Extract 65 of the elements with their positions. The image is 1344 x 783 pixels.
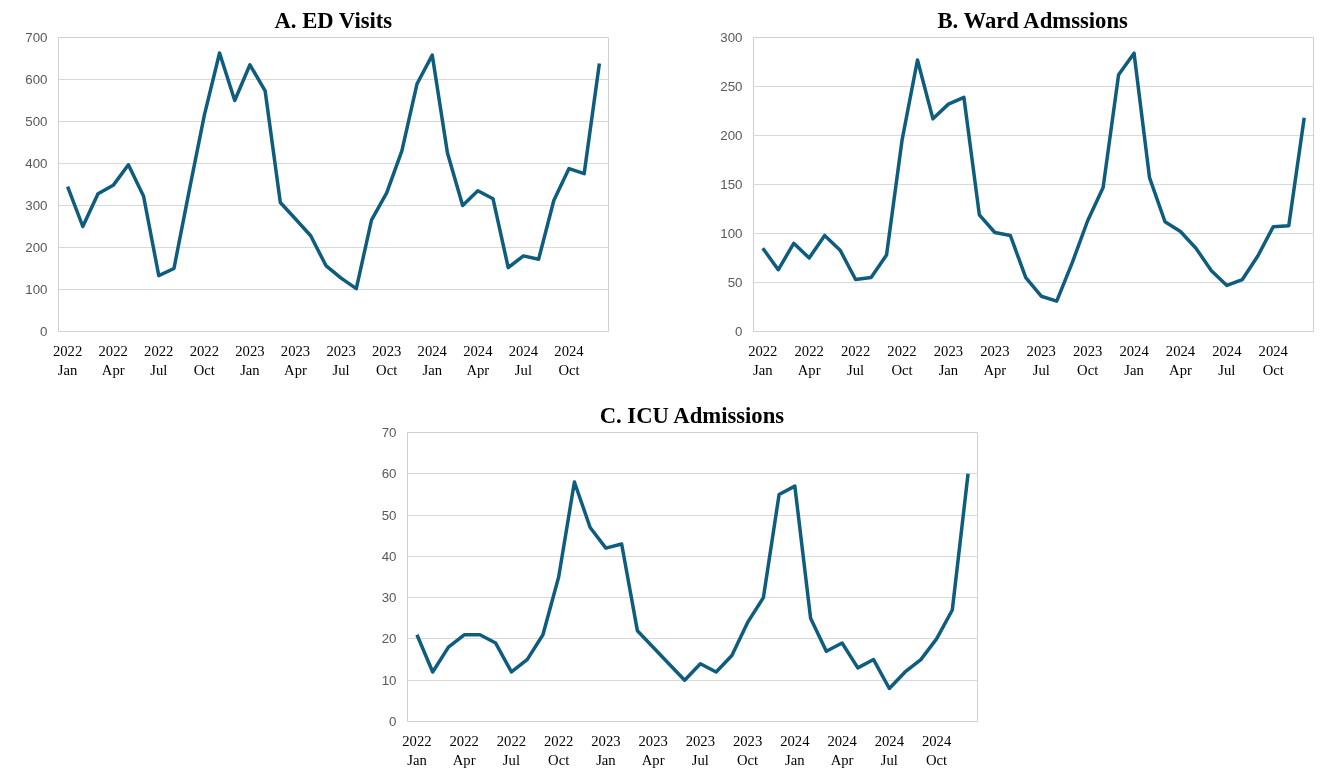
y-tick-label: 60 <box>381 466 397 482</box>
y-tick-label: 300 <box>25 198 48 213</box>
x-tick-label: 2024 Jan <box>417 342 448 378</box>
x-tick-label: 2023 Jan <box>933 342 964 378</box>
y-tick-label: 0 <box>735 324 743 339</box>
y-tick-label: 70 <box>381 425 397 440</box>
y-tick-label: 150 <box>720 177 743 192</box>
x-tick-label: 2023 Jul <box>1026 342 1056 378</box>
y-tick-label: 400 <box>25 156 48 171</box>
x-tick-label: 2022 Jan <box>52 342 83 378</box>
x-tick-label: 2023 Jul <box>685 732 716 768</box>
x-tick-label: 2023 Apr <box>280 342 311 378</box>
x-tick-label: 2023 Apr <box>638 732 668 768</box>
y-tick-label: 10 <box>381 672 397 688</box>
x-tick-label: 2022 Jan <box>748 342 778 378</box>
x-tick-label: 2023 Oct <box>732 732 763 768</box>
x-tick-label: 2024 Jan <box>1119 342 1150 378</box>
x-tick-label: 2023 Oct <box>372 342 402 378</box>
y-tick-label: 0 <box>40 324 48 339</box>
chart-title: A. ED Visits <box>274 7 393 33</box>
y-tick-label: 50 <box>381 507 397 523</box>
y-tick-label: 300 <box>720 30 743 45</box>
x-tick-label: 2024 Apr <box>827 732 858 768</box>
y-tick-label: 250 <box>720 79 743 94</box>
chart-title: B. Ward Admssions <box>937 7 1129 33</box>
x-tick-label: 2024 Apr <box>463 342 494 378</box>
x-tick-label: 2024 Oct <box>921 732 952 768</box>
x-tick-label: 2022 Apr <box>794 342 824 378</box>
x-tick-label: 2024 Apr <box>1165 342 1196 378</box>
x-tick-label: 2024 Jan <box>780 732 811 768</box>
y-tick-label: 700 <box>25 30 48 45</box>
line-series <box>65 51 602 291</box>
x-tick-label: 2024 Oct <box>1258 342 1289 378</box>
x-tick-label: 2022 Oct <box>189 342 220 378</box>
y-tick-label: 50 <box>727 275 743 290</box>
x-tick-label: 2023 Oct <box>1072 342 1103 378</box>
y-tick-label: 500 <box>25 114 48 129</box>
x-tick-label: 2022 Jul <box>840 342 871 378</box>
chart-title: C. ICU Admissions <box>599 402 785 428</box>
x-tick-label: 2022 Jan <box>402 732 432 768</box>
x-tick-label: 2022 Jul <box>496 732 527 768</box>
x-tick-label: 2022 Apr <box>98 342 128 378</box>
x-tick-label: 2024 Jul <box>1212 342 1243 378</box>
line-series <box>415 472 970 691</box>
y-tick-label: 20 <box>381 631 397 647</box>
y-tick-label: 0 <box>389 714 397 729</box>
x-tick-label: 2023 Apr <box>980 342 1010 378</box>
line-series <box>761 51 1306 303</box>
x-tick-label: 2024 Jul <box>874 732 905 768</box>
x-tick-label: 2022 Oct <box>887 342 917 378</box>
y-tick-label: 100 <box>720 226 743 241</box>
y-tick-label: 200 <box>25 240 48 255</box>
y-tick-label: 40 <box>381 548 397 564</box>
x-tick-label: 2023 Jan <box>591 732 621 768</box>
x-tick-label: 2022 Apr <box>449 732 479 768</box>
y-tick-label: 30 <box>381 590 397 606</box>
y-tick-label: 200 <box>720 128 743 143</box>
x-tick-label: 2022 Oct <box>544 732 574 768</box>
x-tick-label: 2022 Jul <box>144 342 174 378</box>
x-tick-label: 2023 Jul <box>326 342 356 378</box>
y-tick-label: 600 <box>25 72 48 87</box>
x-tick-label: 2024 Oct <box>554 342 585 378</box>
y-tick-label: 100 <box>25 282 48 297</box>
x-tick-label: 2024 Jul <box>508 342 539 378</box>
x-tick-label: 2023 Jan <box>235 342 265 378</box>
